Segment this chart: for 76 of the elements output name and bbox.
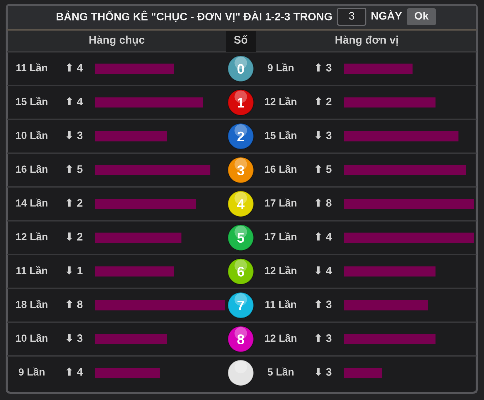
bar bbox=[344, 266, 436, 277]
data-label: 17 Lần bbox=[265, 232, 297, 241]
data-label: 18 Lần bbox=[16, 300, 48, 308]
text: ⬆ 4 bbox=[66, 64, 84, 72]
y-tick-label: 6 bbox=[238, 267, 244, 277]
data-label: 5 Lần bbox=[268, 368, 294, 376]
text: ⬇ 4 bbox=[316, 266, 332, 275]
data-label: 12 Lần bbox=[265, 266, 297, 274]
chart-title: Hàng chục bbox=[90, 36, 145, 46]
y-tick-label: 3 bbox=[237, 166, 244, 176]
text: ⬇ 3 bbox=[66, 131, 83, 140]
bar bbox=[95, 98, 204, 108]
data-label: 9 Lần bbox=[18, 368, 45, 376]
data-label: 14 Lần bbox=[16, 198, 48, 207]
text: ⬇ 2 bbox=[66, 232, 83, 241]
y-tick-label: 1 bbox=[238, 98, 244, 108]
data-label: 11 Lần bbox=[266, 300, 296, 308]
data-label: 12 Lần bbox=[265, 334, 297, 342]
bar bbox=[95, 266, 174, 277]
text: ⬆ 8 bbox=[316, 198, 332, 208]
bar bbox=[95, 131, 168, 142]
bar bbox=[344, 300, 428, 311]
text: ⬇ 3 bbox=[316, 368, 332, 376]
bar bbox=[344, 232, 474, 243]
bar bbox=[95, 300, 225, 311]
y-tick-label: 4 bbox=[237, 200, 245, 210]
y-tick-label: 8 bbox=[238, 334, 244, 344]
bar bbox=[95, 334, 168, 344]
data-label: 10 Lần bbox=[16, 334, 48, 342]
data-label: 11 Lần bbox=[16, 266, 48, 274]
bar bbox=[344, 165, 466, 176]
data-label: 15 Lần bbox=[265, 131, 297, 140]
y-axis-title: Số bbox=[234, 35, 248, 44]
data-label: 11 Lần bbox=[16, 64, 48, 72]
data-label: 15 Lần bbox=[16, 97, 48, 106]
y-tick-label: 2 bbox=[238, 132, 244, 142]
bar bbox=[95, 165, 211, 176]
text: ⬇ 1 bbox=[66, 266, 83, 275]
text: NGÀY bbox=[372, 10, 402, 20]
bar bbox=[95, 64, 174, 74]
text: ⬇ 3 bbox=[66, 334, 83, 342]
bar bbox=[95, 199, 196, 210]
data-label: 16 Lần bbox=[16, 165, 48, 174]
text: ⬆ 5 bbox=[316, 164, 332, 174]
bar bbox=[344, 368, 382, 378]
text: ⬆ 2 bbox=[66, 198, 83, 207]
text: Ok bbox=[414, 12, 429, 20]
text: ⬆ 5 bbox=[66, 164, 83, 174]
text: ⬆ 3 bbox=[316, 300, 332, 308]
text: ⬆ 4 bbox=[66, 97, 84, 106]
bar bbox=[344, 98, 436, 108]
bar bbox=[344, 64, 413, 74]
text: ⬇ 3 bbox=[316, 131, 332, 140]
bar bbox=[344, 199, 474, 210]
text: ⬆ 3 bbox=[316, 334, 332, 342]
data-label: 12 Lần bbox=[265, 97, 297, 106]
y-tick-label: 0 bbox=[238, 64, 244, 74]
data-label: 10 Lần bbox=[16, 131, 48, 140]
data-label: 9 Lần bbox=[268, 64, 294, 72]
data-label: 17 Lần bbox=[265, 198, 297, 207]
text: ⬆ 8 bbox=[66, 300, 83, 308]
bar bbox=[95, 232, 182, 243]
text: BẢNG THỐNG KÊ "CHỤC - ĐƠN VỊ" ĐÀI 1-2-3 TRONG bbox=[56, 10, 332, 23]
text: ⬆ 3 bbox=[316, 64, 332, 72]
chart-title: Hàng đơn vị bbox=[336, 36, 398, 46]
text: ⬆ 2 bbox=[316, 97, 332, 106]
bar bbox=[344, 131, 459, 142]
data-label: 16 Lần bbox=[265, 165, 297, 174]
bar bbox=[95, 368, 160, 378]
y-tick-label: 7 bbox=[238, 300, 244, 311]
text: ⬆ 4 bbox=[66, 368, 84, 376]
text: ⬆ 4 bbox=[316, 232, 332, 241]
data-label: 12 Lần bbox=[16, 232, 48, 241]
text: 3 bbox=[349, 12, 354, 20]
bar bbox=[344, 334, 436, 344]
y-tick-label: 5 bbox=[238, 233, 244, 244]
